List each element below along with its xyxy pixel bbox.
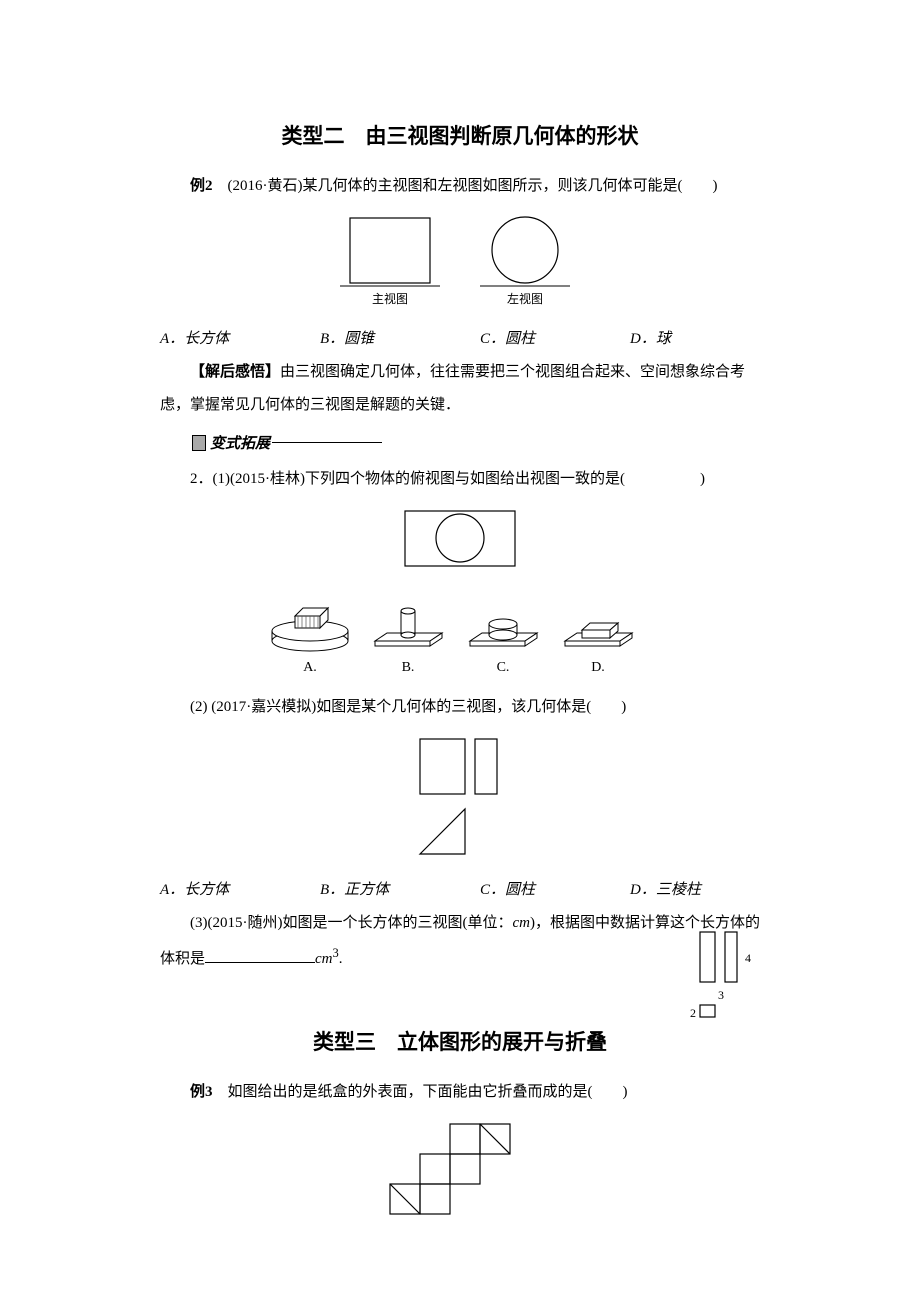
ex2-choice-b: B．圆锥 xyxy=(320,323,480,356)
q2-1-stem: 2．(1)(2015·桂林)下列四个物体的俯视图与如图给出视图一致的是( ) xyxy=(160,463,760,496)
q2-1-opt-a: A. xyxy=(272,608,348,675)
q2-3-figure: 4 3 2 xyxy=(670,927,770,1042)
variation-banner: 变式拓展 xyxy=(192,432,760,453)
ex2-choices: A．长方体 B．圆锥 C．圆柱 D．球 xyxy=(160,323,760,356)
left-view-circle xyxy=(492,217,558,283)
q2-1-label-b: B. xyxy=(402,660,415,675)
q2-2-stem: (2) (2017·嘉兴模拟)如图是某个几何体的三视图，该几何体是( ) xyxy=(160,691,760,724)
q2-2-choice-a: A．长方体 xyxy=(160,874,320,907)
q2-1-top-figure xyxy=(160,506,760,576)
front-view-rect xyxy=(350,218,430,283)
q2-1-opt-b: B. xyxy=(375,608,442,675)
q2-3-top xyxy=(700,1005,715,1017)
net-sq-6 xyxy=(420,1184,450,1214)
q2-2-choice-d: D．三棱柱 xyxy=(630,874,701,907)
q2-2-figure xyxy=(160,734,760,864)
q2-1-label-c: C. xyxy=(497,660,510,675)
q2-3-front xyxy=(700,932,715,982)
section2-title: 类型二 由三视图判断原几何体的形状 xyxy=(160,120,760,150)
q2-2-choice-c: C．圆柱 xyxy=(480,874,630,907)
ex2-choice-c: C．圆柱 xyxy=(480,323,630,356)
ex2-label: 例2 xyxy=(190,178,213,194)
q2-2-choice-b: B．正方体 xyxy=(320,874,480,907)
q2-2-svg xyxy=(390,734,530,864)
ex3-svg xyxy=(380,1119,540,1239)
net-diag-1 xyxy=(480,1124,510,1154)
ex3-label: 例3 xyxy=(190,1084,213,1100)
q2-3-side xyxy=(725,932,737,982)
ex2-text: (2016·黄石)某几何体的主视图和左视图如图所示，则该几何体可能是( ) xyxy=(228,178,718,194)
q2-1-options-figure: A. B. C. xyxy=(160,586,760,681)
q2-1-inner-circle xyxy=(436,514,484,562)
net-sq-4 xyxy=(450,1154,480,1184)
ex2-insight: 【解后感悟】由三视图确定几何体，往往需要把三个视图组合起来、空间想象综合考虑，掌… xyxy=(160,356,760,422)
ex2-svg: 主视图 左视图 xyxy=(320,213,600,313)
front-view-label: 主视图 xyxy=(372,291,408,306)
variation-text: 变式拓展 xyxy=(210,432,270,453)
q2-3-blank[interactable] xyxy=(205,947,315,963)
net-diag-2 xyxy=(390,1184,420,1214)
q2-3-dim-d: 2 xyxy=(690,1006,696,1020)
q2-1-label-a: A. xyxy=(303,660,317,675)
q2-1-top-svg xyxy=(385,506,535,576)
q2-3-dim-h: 4 xyxy=(745,951,751,965)
variation-icon xyxy=(192,435,206,451)
ex2-choice-d: D．球 xyxy=(630,323,671,356)
variation-line xyxy=(272,442,382,443)
q2-3-block: (3)(2015·随州)如图是一个长方体的三视图(单位：cm)，根据图中数据计算… xyxy=(160,907,760,976)
ex3-stem: 例3 如图给出的是纸盒的外表面，下面能由它折叠而成的是( ) xyxy=(160,1076,760,1109)
ex2-stem: 例2 (2016·黄石)某几何体的主视图和左视图如图所示，则该几何体可能是( ) xyxy=(160,170,760,203)
left-view-label: 左视图 xyxy=(507,291,543,306)
ex2-figure: 主视图 左视图 xyxy=(160,213,760,313)
ex2-insight-label: 【解后感悟】 xyxy=(190,364,280,380)
q2-1-opt-d: D. xyxy=(565,623,632,675)
net-sq-1 xyxy=(450,1124,480,1154)
ex3-figure xyxy=(160,1119,760,1239)
q2-3-svg: 4 3 2 xyxy=(670,927,770,1037)
page: 类型二 由三视图判断原几何体的形状 例2 (2016·黄石)某几何体的主视图和左… xyxy=(0,0,920,1309)
q2-1-outer-rect xyxy=(405,511,515,566)
q2-1-label-d: D. xyxy=(591,660,605,675)
q2-1-opt-c: C. xyxy=(470,619,537,675)
q2-2-side xyxy=(475,739,497,794)
ex2-choice-a: A．长方体 xyxy=(160,323,320,356)
q2-1-options-svg: A. B. C. xyxy=(260,586,660,681)
q2-2-front xyxy=(420,739,465,794)
ex3-text: 如图给出的是纸盒的外表面，下面能由它折叠而成的是( ) xyxy=(228,1084,628,1100)
q2-3-dim-w: 3 xyxy=(718,988,724,1002)
net-sq-3 xyxy=(420,1154,450,1184)
q2-2-top xyxy=(420,809,465,854)
q2-2-choices: A．长方体 B．正方体 C．圆柱 D．三棱柱 xyxy=(160,874,760,907)
